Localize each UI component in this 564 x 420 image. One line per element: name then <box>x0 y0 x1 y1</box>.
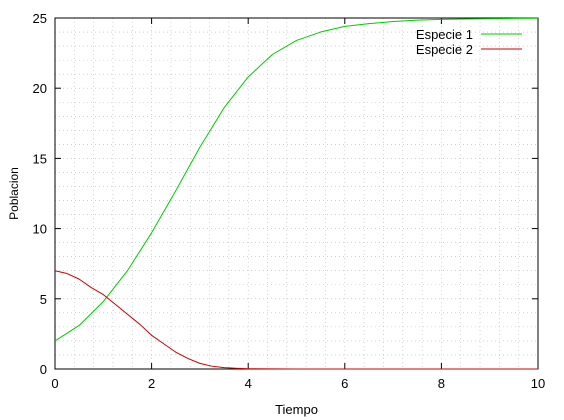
y-tick-label: 20 <box>33 81 47 96</box>
legend-label: Especie 2 <box>416 42 473 57</box>
y-tick-label: 5 <box>40 292 47 307</box>
plot-frame <box>54 17 539 370</box>
x-tick-label: 10 <box>531 376 545 391</box>
grid <box>55 18 538 369</box>
legend-label: Especie 1 <box>416 27 473 42</box>
x-tick-label: 6 <box>341 376 348 391</box>
axis-ticks: 0 2 4 6 8 10 0 5 10 15 20 25 <box>33 11 546 391</box>
y-tick-label: 25 <box>33 11 47 26</box>
x-tick-label: 2 <box>148 376 155 391</box>
series-line-2 <box>54 270 538 370</box>
series-line-1 <box>54 17 539 342</box>
y-tick-label: 0 <box>40 362 47 377</box>
x-tick-label: 0 <box>51 376 58 391</box>
y-tick-label: 15 <box>33 151 47 166</box>
series-lines <box>54 17 539 370</box>
x-tick-label: 8 <box>438 376 445 391</box>
x-axis-label: Tiempo <box>275 402 318 417</box>
y-axis-label: Poblacion <box>7 167 21 220</box>
x-tick-label: 4 <box>245 376 252 391</box>
y-tick-label: 10 <box>33 222 47 237</box>
